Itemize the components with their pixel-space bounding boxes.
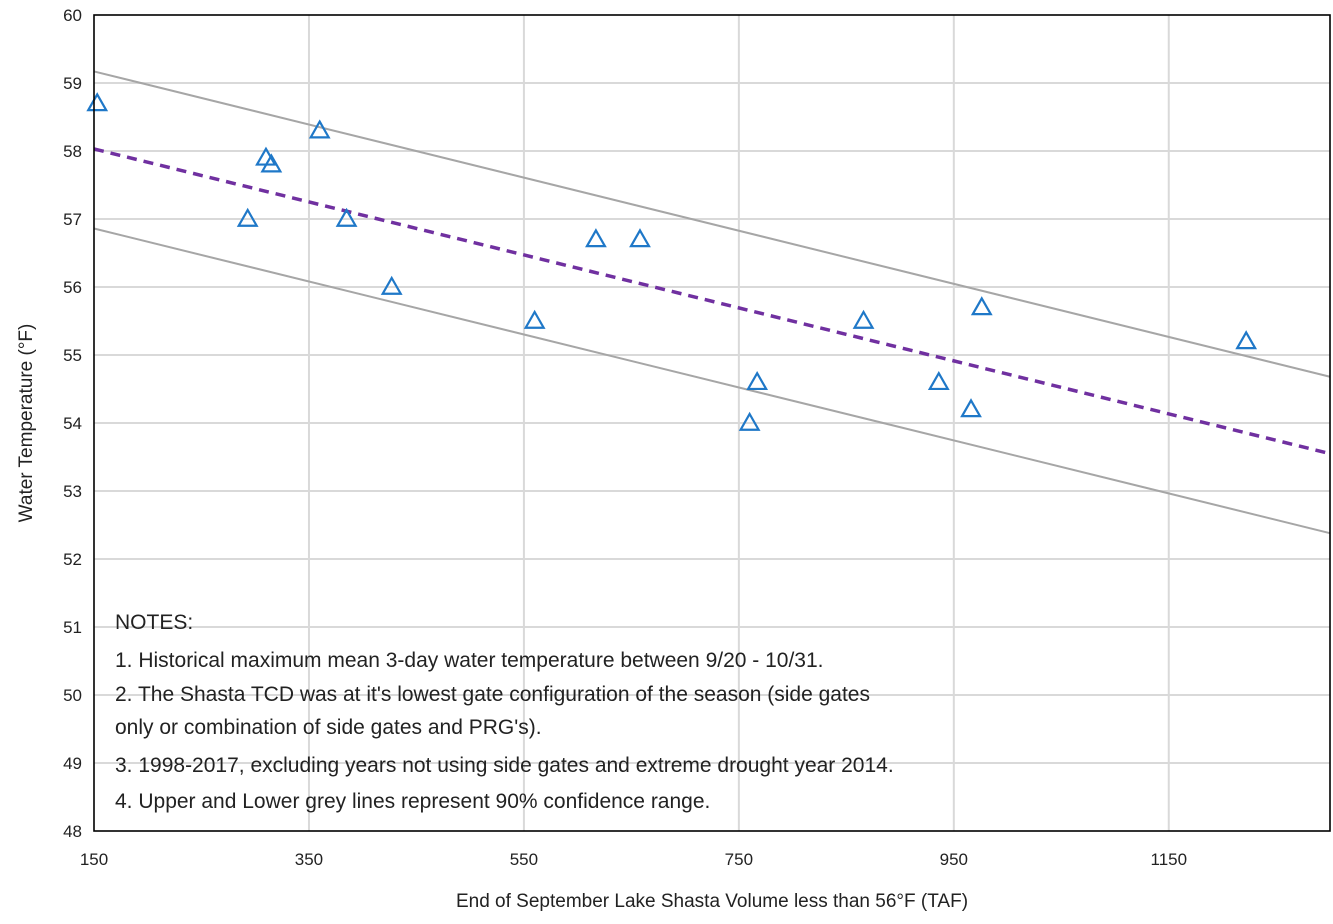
x-tick-label: 1150 xyxy=(1151,850,1188,869)
note-item: 2. The Shasta TCD was at it's lowest gat… xyxy=(115,683,870,706)
tick-labels: 48 49 50 51 52 53 54 55 56 57 58 59 60 150 350 550 750 95… xyxy=(63,6,1187,869)
y-tick-label: 48 xyxy=(63,822,82,841)
y-tick-label: 50 xyxy=(63,686,82,705)
y-tick-label: 54 xyxy=(63,414,82,433)
y-tick-label: 49 xyxy=(63,754,82,773)
trend-line xyxy=(93,147,1331,456)
triangle-marker xyxy=(1235,330,1258,350)
x-tick-label: 750 xyxy=(725,850,753,869)
y-tick-label: 51 xyxy=(63,618,82,637)
y-tick-label: 60 xyxy=(63,6,82,25)
note-item: only or combination of side gates and PR… xyxy=(115,716,542,739)
triangle-marker xyxy=(260,153,283,173)
notes-heading: NOTES: xyxy=(115,611,193,634)
triangle-marker xyxy=(380,275,403,295)
triangle-marker xyxy=(86,92,109,112)
triangle-marker xyxy=(746,370,769,391)
triangle-marker xyxy=(523,309,546,329)
y-tick-label: 55 xyxy=(63,346,82,365)
data-points xyxy=(86,92,1258,431)
y-tick-label: 58 xyxy=(63,142,82,161)
note-item: 1. Historical maximum mean 3-day water t… xyxy=(115,649,824,672)
x-tick-label: 950 xyxy=(940,850,968,869)
triangle-marker xyxy=(236,207,259,227)
y-tick-label: 56 xyxy=(63,278,82,297)
triangle-marker xyxy=(852,309,875,329)
note-item: 3. 1998-2017, excluding years not using … xyxy=(115,754,894,777)
lower-confidence-line xyxy=(93,227,1331,535)
y-tick-label: 53 xyxy=(63,482,82,501)
triangle-marker xyxy=(970,296,993,316)
y-tick-label: 59 xyxy=(63,74,82,93)
plot-area-border xyxy=(93,14,1331,832)
triangle-marker xyxy=(308,119,331,139)
x-tick-label: 150 xyxy=(80,850,108,869)
triangle-marker xyxy=(335,207,358,227)
notes-block: NOTES: 1. Historical maximum mean 3-day … xyxy=(115,611,894,813)
y-axis-title: Water Temperature (°F) xyxy=(16,324,37,523)
x-axis-title: End of September Lake Shasta Volume less… xyxy=(456,891,968,912)
grid-lines xyxy=(94,15,1330,831)
upper-confidence-line xyxy=(93,70,1331,378)
y-tick-label: 57 xyxy=(63,210,82,229)
note-item: 4. Upper and Lower grey lines represent … xyxy=(115,790,710,813)
y-tick-label: 52 xyxy=(63,550,82,569)
x-tick-label: 350 xyxy=(295,850,323,869)
regression-lines xyxy=(93,70,1331,535)
triangle-marker xyxy=(927,370,950,391)
triangle-marker xyxy=(585,228,607,248)
triangle-marker xyxy=(960,398,982,418)
triangle-marker xyxy=(629,228,651,248)
triangle-marker xyxy=(738,411,761,431)
x-tick-label: 550 xyxy=(510,850,538,869)
